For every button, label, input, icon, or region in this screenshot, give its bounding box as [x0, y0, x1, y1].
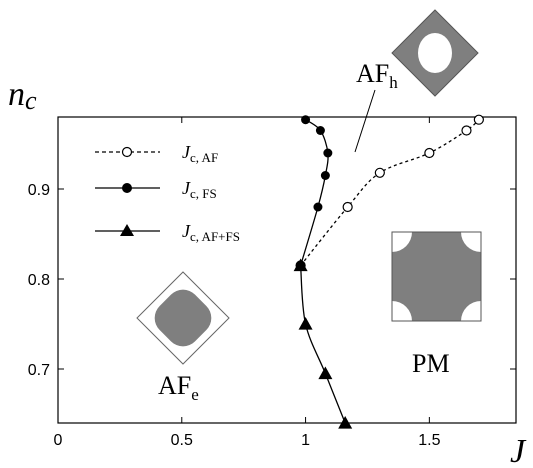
legend-label-fs: Jc, FS — [182, 178, 217, 201]
y-axis-label-sub: c — [25, 86, 37, 115]
data-point-fs — [320, 171, 330, 180]
data-point-fs — [315, 126, 325, 135]
x-axis-label: J — [510, 433, 527, 468]
plot-frame — [57, 116, 517, 424]
x-tick-label: 1.5 — [418, 432, 440, 449]
legend-label-affs: Jc, AF+FS — [182, 221, 240, 244]
pm-fermi-surface-icon — [391, 231, 482, 322]
data-point-affs — [298, 317, 313, 330]
legend-marker-affs — [120, 224, 134, 236]
series-affs-line — [299, 265, 346, 424]
legend-marker-fs — [122, 183, 132, 193]
data-point-af — [424, 147, 435, 159]
series-af-line — [300, 119, 480, 266]
phase-label-afe: AFe — [158, 371, 199, 404]
data-point-fs — [301, 115, 311, 125]
y-tick-label: 0.9 — [28, 182, 50, 199]
x-tick-label: 1 — [301, 432, 310, 449]
y-tick-label: 0.8 — [28, 272, 50, 289]
legend: Jc, AF Jc, FS Jc, AF+FS — [95, 142, 240, 244]
x-tick-label: 0 — [54, 432, 63, 449]
data-point-affs — [293, 258, 308, 272]
data-point-af — [473, 114, 484, 125]
series-fs-line — [299, 119, 329, 266]
data-point-af — [374, 167, 385, 178]
afh-fermi-surface-icon — [391, 9, 479, 97]
data-point-affs — [318, 366, 333, 380]
y-axis-label: nc — [8, 76, 37, 115]
data-point-af — [342, 201, 353, 213]
series-layer — [293, 114, 484, 429]
data-point-fs — [313, 202, 323, 212]
legend-label-af: Jc, AF — [182, 142, 218, 165]
x-tick-label: 0.5 — [171, 432, 193, 449]
legend-entry-affs: Jc, AF+FS — [95, 221, 240, 244]
legend-marker-af — [121, 146, 133, 158]
axis-ticks: 0 0.5 1 1.5 0.7 0.8 0.9 — [28, 117, 516, 449]
afh-pointer-line — [354, 89, 376, 153]
series-affs — [293, 258, 353, 429]
data-point-fs — [323, 148, 333, 158]
legend-entry-fs: Jc, FS — [95, 178, 217, 201]
phase-label-pm: PM — [412, 349, 450, 378]
phase-label-afh: AFh — [356, 59, 398, 92]
legend-entry-af: Jc, AF — [95, 142, 218, 165]
data-point-af — [461, 125, 472, 136]
series-fs — [296, 115, 333, 270]
afe-fermi-surface-icon — [136, 271, 230, 365]
data-point-affs — [338, 416, 353, 429]
y-tick-label: 0.7 — [28, 362, 50, 379]
